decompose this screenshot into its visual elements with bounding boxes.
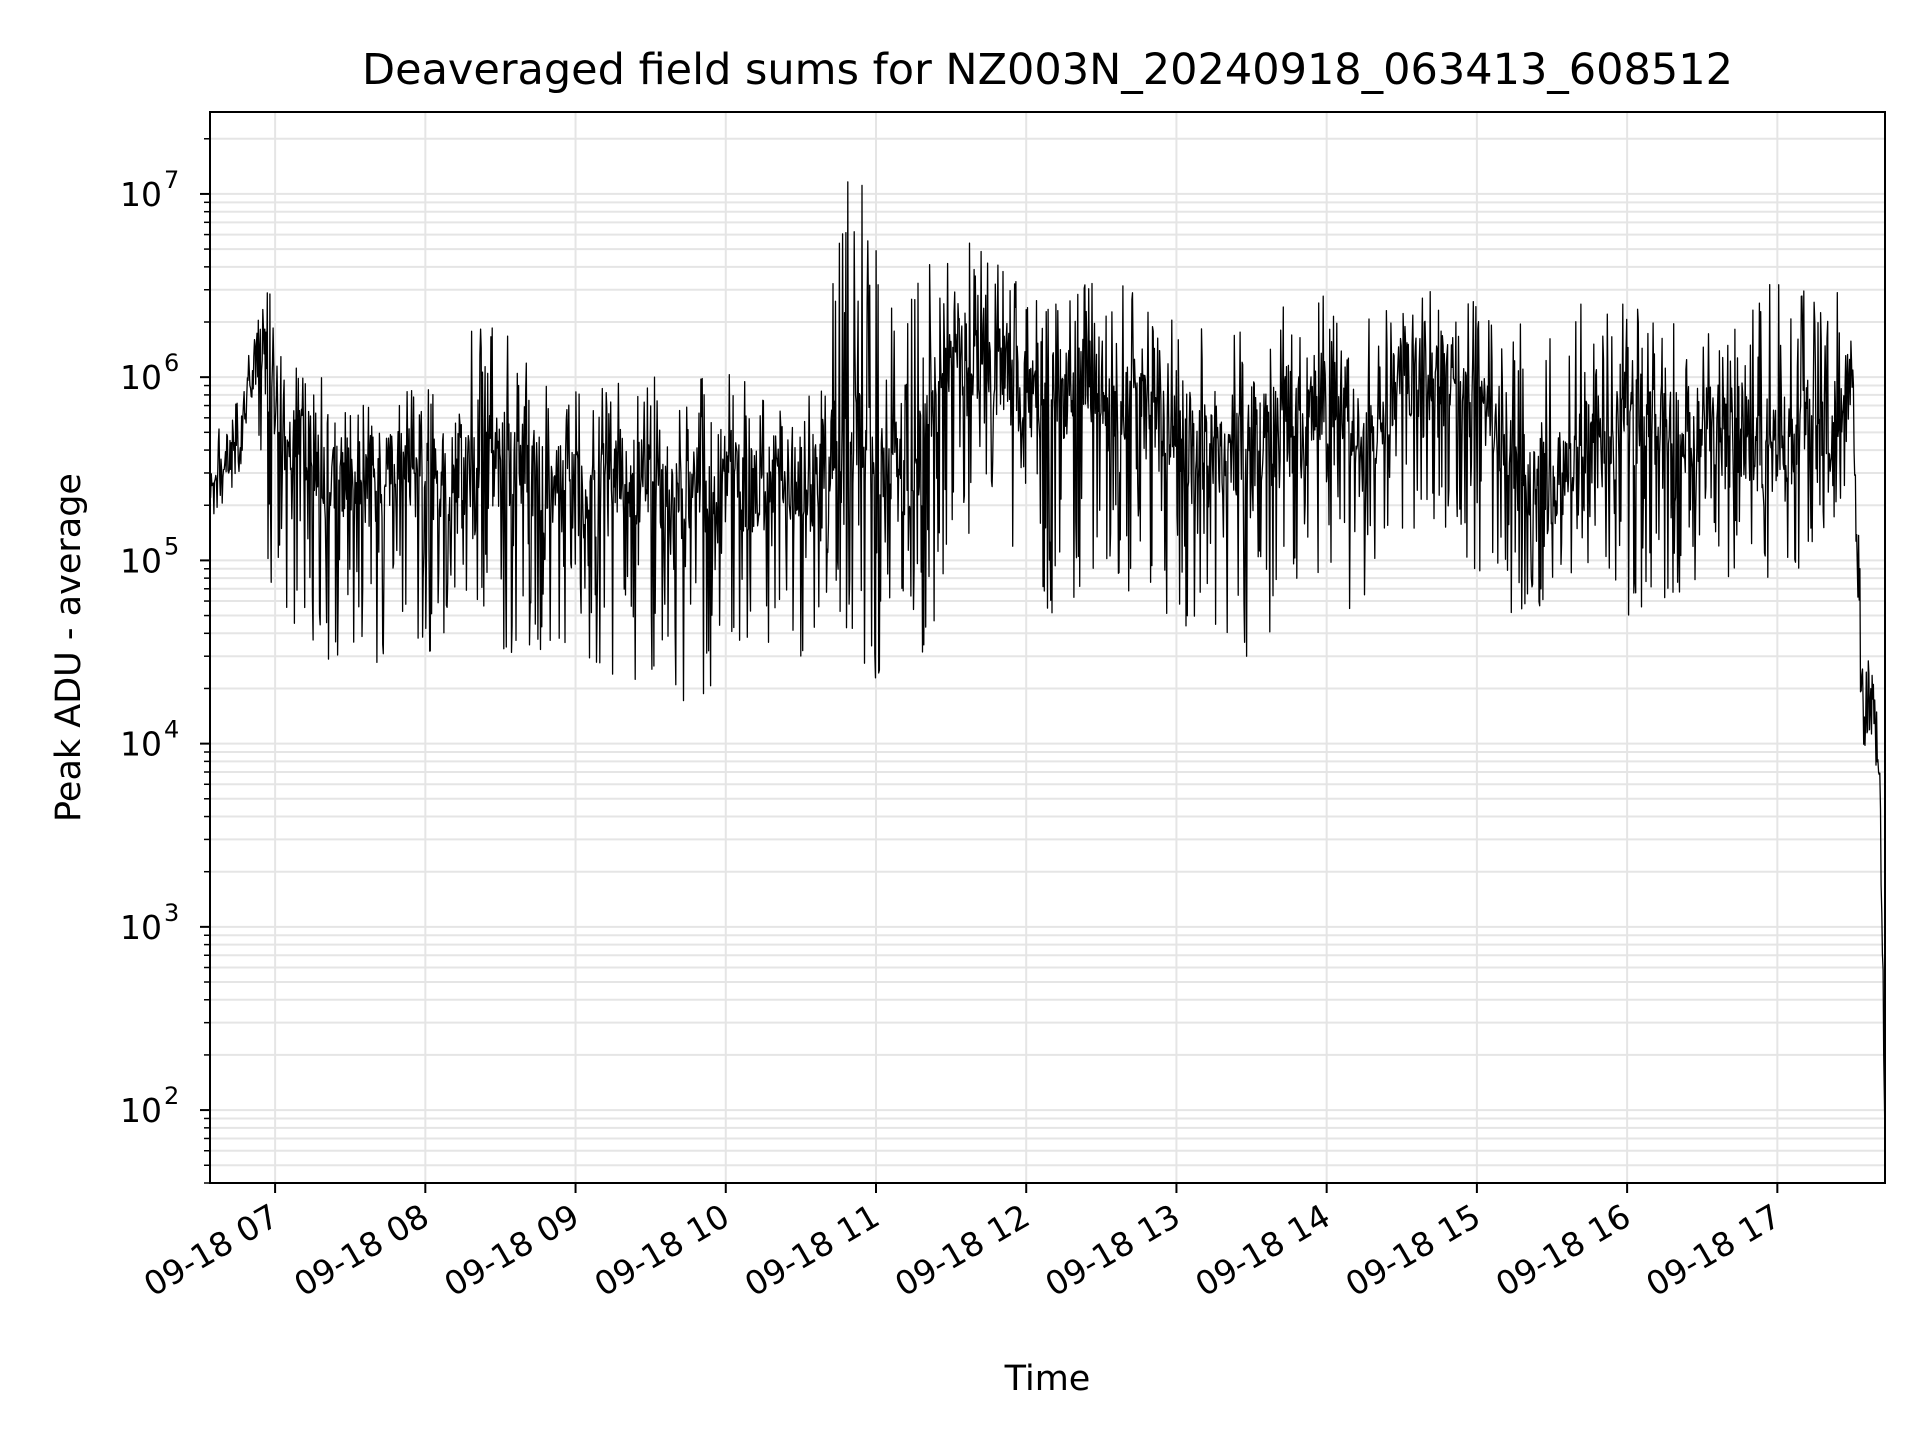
y-tick-base: 10 — [120, 541, 162, 580]
x-tick-label: 09-18 13 — [1038, 1196, 1186, 1304]
grid — [210, 112, 1885, 1184]
x-tick-label: 09-18 10 — [588, 1196, 736, 1304]
x-tick-label: 09-18 08 — [287, 1196, 435, 1304]
y-tick-exponent: 3 — [164, 899, 179, 927]
plot-frame — [209, 111, 1886, 1184]
y-tick-base: 10 — [120, 175, 162, 214]
series-line — [209, 181, 1886, 1142]
x-tick-label: 09-18 12 — [888, 1196, 1036, 1304]
x-tick-label: 09-18 17 — [1639, 1196, 1787, 1304]
series-layer — [209, 181, 1886, 1142]
x-tick-label: 09-18 16 — [1489, 1196, 1637, 1304]
x-tick-label: 09-18 11 — [738, 1196, 886, 1304]
y-tick-exponent: 5 — [164, 532, 179, 560]
y-tick-base: 10 — [120, 725, 162, 764]
y-tick-exponent: 7 — [164, 166, 179, 194]
x-tick-label: 09-18 14 — [1189, 1196, 1337, 1304]
y-axis-label: Peak ADU - average — [49, 473, 89, 822]
x-tick-label: 09-18 09 — [438, 1196, 586, 1304]
y-tick-exponent: 2 — [164, 1082, 179, 1110]
y-tick-base: 10 — [120, 1091, 162, 1130]
y-tick-label: 10 — [120, 175, 162, 214]
y-tick-label: 10 — [120, 908, 162, 947]
chart-title: Deaveraged field sums for NZ003N_2024091… — [362, 45, 1733, 95]
y-tick-base: 10 — [120, 908, 162, 947]
y-tick-base: 10 — [120, 358, 162, 397]
y-tick-label: 10 — [120, 541, 162, 580]
x-axis-label: Time — [1004, 1359, 1091, 1399]
x-tick-label: 09-18 15 — [1339, 1196, 1487, 1304]
y-tick-label: 10 — [120, 1091, 162, 1130]
y-tick-label: 10 — [120, 725, 162, 764]
x-tick-label: 09-18 07 — [137, 1196, 285, 1304]
y-tick-exponent: 4 — [164, 716, 179, 744]
y-tick-exponent: 6 — [164, 349, 179, 377]
y-tick-label: 10 — [120, 358, 162, 397]
x-axis: 09-18 07 09-18 08 09-18 09 09-18 10 09-18 11… — [137, 1183, 1787, 1304]
